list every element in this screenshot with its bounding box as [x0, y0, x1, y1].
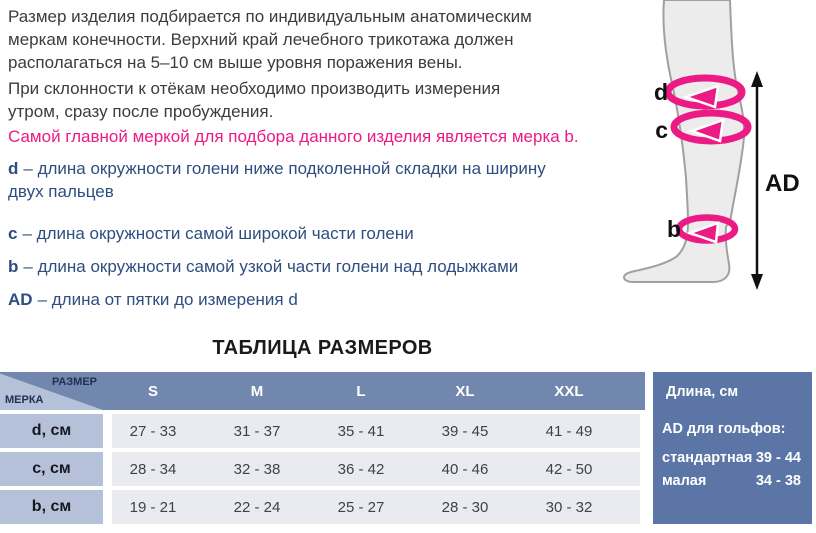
- size-table-header: РАЗМЕР МЕРКА S M L XL XXL: [0, 372, 645, 410]
- column-header-l: L: [309, 383, 413, 400]
- row-label-d: d, см: [0, 414, 103, 448]
- length-small-label: малая: [662, 473, 706, 489]
- cell-d-xxl: 41 - 49: [517, 423, 621, 440]
- row-label-b: b, см: [0, 490, 103, 524]
- cell-b-l: 25 - 27: [309, 499, 413, 516]
- cell-d-m: 31 - 37: [205, 423, 309, 440]
- column-header-m: M: [205, 383, 309, 400]
- sizing-guide-page: Размер изделия подбирается по индивидуал…: [0, 0, 816, 533]
- table-row-b: b, см 19 - 21 22 - 24 25 - 27 28 - 30 30…: [0, 490, 645, 524]
- column-header-xxl: XXL: [517, 383, 621, 400]
- column-header-xl: XL: [413, 383, 517, 400]
- size-table-title: ТАБЛИЦА РАЗМЕРОВ: [0, 337, 645, 360]
- ad-arrow-bottom-icon: [751, 274, 763, 290]
- cell-b-xl: 28 - 30: [413, 499, 517, 516]
- definition-b: b – длина окружности самой узкой части го…: [8, 255, 620, 278]
- row-values-d: 27 - 33 31 - 37 35 - 41 39 - 45 41 - 49: [101, 414, 621, 448]
- definition-ad: AD – длина от пятки до измерения d: [8, 288, 620, 311]
- cell-b-m: 22 - 24: [205, 499, 309, 516]
- definition-b-text: – длина окружности самой узкой части гол…: [23, 257, 518, 276]
- length-panel-subtitle: AD для гольфов:: [662, 421, 785, 437]
- intro-highlight: Самой главной меркой для подбора данного…: [8, 125, 620, 148]
- column-header-s: S: [101, 383, 205, 400]
- cell-c-xxl: 42 - 50: [517, 461, 621, 478]
- length-panel: Длина, см AD для гольфов: стандартная 39…: [653, 372, 812, 524]
- definition-c-letter: c: [8, 224, 17, 243]
- table-row-c: c, см 28 - 34 32 - 38 36 - 42 40 - 46 42…: [0, 452, 645, 486]
- row-values-b: 19 - 21 22 - 24 25 - 27 28 - 30 30 - 32: [101, 490, 621, 524]
- length-row-standard: стандартная 39 - 44: [662, 450, 801, 466]
- row-label-c: c, см: [0, 452, 103, 486]
- leg-measurement-diagram: d c b AD: [615, 0, 815, 300]
- diagram-label-c: c: [655, 117, 668, 143]
- diagram-label-b: b: [667, 216, 681, 242]
- table-row-d: d, см 27 - 33 31 - 37 35 - 41 39 - 45 41…: [0, 414, 645, 448]
- definition-d-letter: d: [8, 159, 18, 178]
- cell-d-xl: 39 - 45: [413, 423, 517, 440]
- cell-b-xxl: 30 - 32: [517, 499, 621, 516]
- cell-d-s: 27 - 33: [101, 423, 205, 440]
- cell-c-l: 36 - 42: [309, 461, 413, 478]
- definition-c: c – длина окружности самой широкой части …: [8, 222, 620, 245]
- length-standard-label: стандартная: [662, 450, 752, 466]
- definition-d-text: – длина окружности голени ниже подколенн…: [8, 159, 546, 201]
- definition-b-letter: b: [8, 257, 18, 276]
- size-column-headers: S M L XL XXL: [101, 372, 621, 410]
- diagram-label-ad: AD: [765, 170, 800, 197]
- length-standard-value: 39 - 44: [756, 450, 801, 466]
- definition-ad-letter: AD: [8, 290, 33, 309]
- cell-c-m: 32 - 38: [205, 461, 309, 478]
- intro-paragraph-1: Размер изделия подбирается по индивидуал…: [8, 5, 620, 74]
- intro-paragraph-2: При склонности к отёкам необходимо произ…: [8, 77, 620, 123]
- definition-ad-text: – длина от пятки до измерения d: [38, 290, 298, 309]
- ad-arrow-top-icon: [751, 71, 763, 87]
- cell-c-s: 28 - 34: [101, 461, 205, 478]
- cell-c-xl: 40 - 46: [413, 461, 517, 478]
- corner-label-size: РАЗМЕР: [52, 376, 97, 388]
- cell-d-l: 35 - 41: [309, 423, 413, 440]
- definition-c-text: – длина окружности самой широкой части г…: [22, 224, 413, 243]
- size-table-corner-cell: РАЗМЕР МЕРКА: [0, 372, 103, 410]
- definition-d: d– длина окружности голени ниже подколен…: [8, 157, 620, 203]
- diagram-label-d: d: [654, 79, 668, 105]
- length-small-value: 34 - 38: [756, 473, 801, 489]
- cell-b-s: 19 - 21: [101, 499, 205, 516]
- length-panel-title: Длина, см: [666, 384, 738, 400]
- row-values-c: 28 - 34 32 - 38 36 - 42 40 - 46 42 - 50: [101, 452, 621, 486]
- corner-label-measure: МЕРКА: [5, 394, 44, 406]
- length-row-small: малая 34 - 38: [662, 473, 801, 489]
